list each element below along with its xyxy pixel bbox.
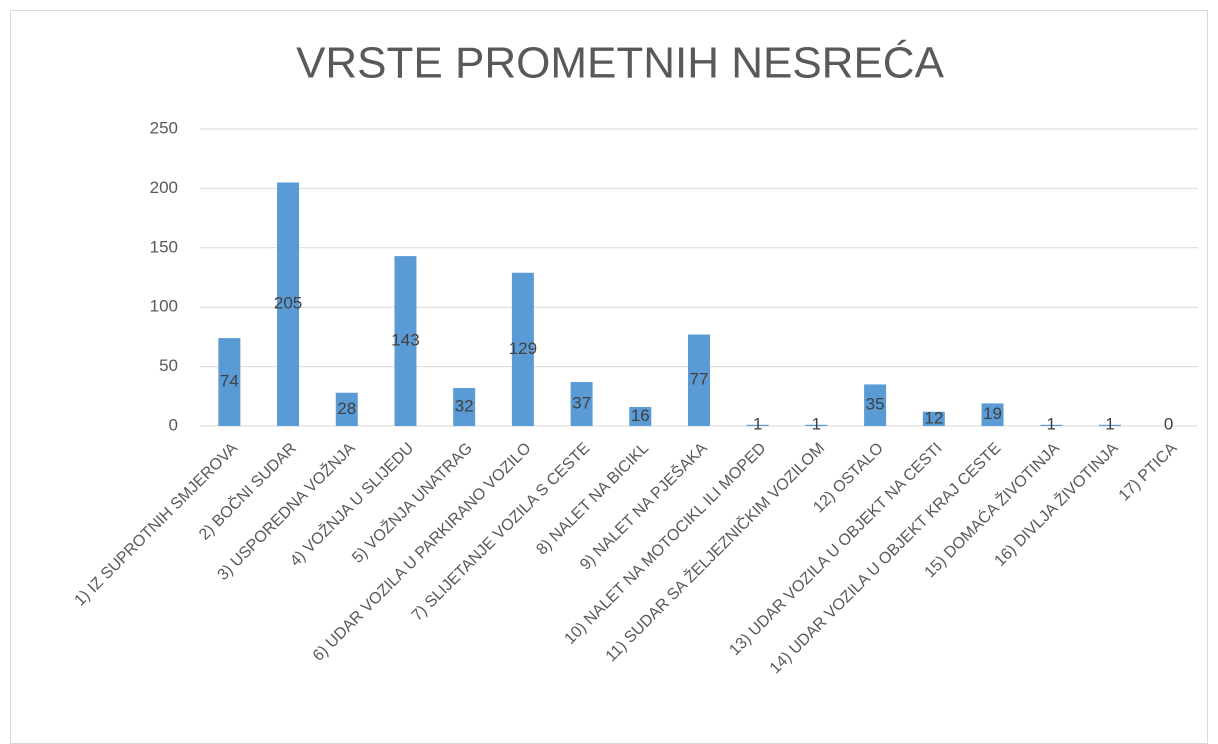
data-label: 77 bbox=[690, 370, 709, 389]
bar bbox=[335, 392, 358, 426]
data-label: 205 bbox=[274, 294, 302, 313]
y-tick-label: 50 bbox=[159, 356, 178, 375]
data-label: 12 bbox=[924, 408, 943, 427]
bar bbox=[688, 334, 710, 426]
bar bbox=[1040, 424, 1063, 426]
data-label: 16 bbox=[631, 406, 650, 425]
data-label: 1 bbox=[1105, 414, 1114, 433]
bar bbox=[805, 424, 828, 426]
y-tick-label: 100 bbox=[150, 297, 178, 316]
chart-title: VRSTE PROMETNIH NESREĆA bbox=[296, 39, 945, 88]
bar bbox=[277, 182, 300, 426]
data-label: 28 bbox=[337, 399, 356, 418]
bar bbox=[218, 338, 241, 426]
bar bbox=[1098, 424, 1121, 426]
data-label: 37 bbox=[572, 394, 591, 413]
bar bbox=[629, 406, 652, 426]
y-tick-label: 0 bbox=[169, 415, 178, 434]
y-tick-label: 250 bbox=[150, 118, 178, 137]
data-label: 35 bbox=[866, 395, 885, 414]
data-label: 143 bbox=[391, 331, 419, 350]
bar bbox=[570, 382, 593, 426]
bar bbox=[511, 272, 534, 426]
data-label: 19 bbox=[983, 404, 1002, 423]
y-tick-label: 150 bbox=[150, 237, 178, 256]
data-label: 0 bbox=[1164, 414, 1173, 433]
bar bbox=[864, 384, 887, 426]
bar bbox=[981, 403, 1004, 426]
data-label: 129 bbox=[509, 339, 537, 358]
data-label: 1 bbox=[812, 414, 821, 433]
data-label: 74 bbox=[220, 372, 239, 391]
data-label: 1 bbox=[753, 414, 762, 433]
chart-border bbox=[10, 10, 1208, 744]
bar bbox=[394, 256, 417, 426]
y-tick-label: 200 bbox=[150, 178, 178, 197]
bar bbox=[453, 387, 476, 426]
data-label: 1 bbox=[1047, 414, 1056, 433]
bar bbox=[746, 424, 769, 426]
bar bbox=[922, 411, 945, 426]
data-label: 32 bbox=[455, 396, 474, 415]
